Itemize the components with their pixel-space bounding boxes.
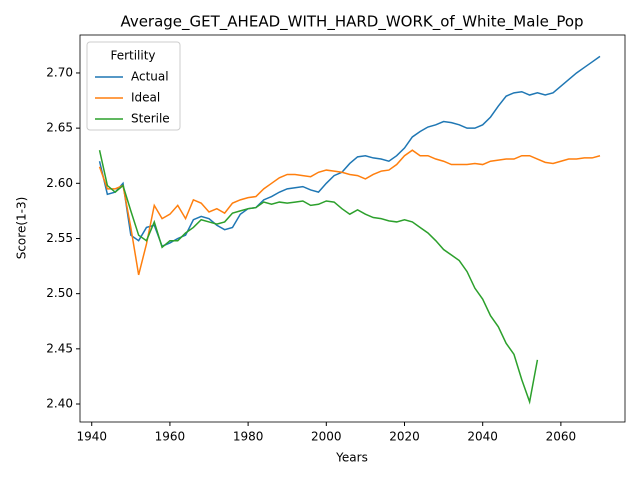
- chart-title: Average_GET_AHEAD_WITH_HARD_WORK_of_Whit…: [120, 13, 583, 32]
- y-tick-label: 2.50: [46, 286, 73, 300]
- y-tick-label: 2.60: [46, 176, 73, 190]
- legend-label: Actual: [131, 70, 169, 84]
- legend-label: Ideal: [131, 91, 160, 105]
- y-axis-label: Score(1-3): [15, 197, 29, 260]
- legend-label: Sterile: [131, 112, 170, 126]
- x-axis-label: Years: [335, 451, 368, 465]
- plot-frame: [79, 34, 626, 423]
- legend-box: [86, 41, 181, 131]
- series-line: [98, 150, 539, 405]
- x-tick-label: 2020: [389, 430, 420, 444]
- y-tick-label: 2.55: [46, 231, 73, 245]
- x-tick-label: 2000: [311, 430, 342, 444]
- legend-title: Fertility: [110, 49, 155, 63]
- x-tick-label: 2060: [546, 430, 577, 444]
- x-tick-label: 2040: [467, 430, 498, 444]
- y-tick-label: 2.45: [46, 341, 73, 355]
- x-tick-label: 1960: [155, 430, 186, 444]
- x-tick-label: 1940: [76, 430, 107, 444]
- x-tick-label: 1980: [233, 430, 264, 444]
- series-line: [98, 149, 601, 276]
- y-tick-label: 2.70: [46, 65, 73, 79]
- y-tick-label: 2.65: [46, 121, 73, 135]
- y-tick-label: 2.40: [46, 397, 73, 411]
